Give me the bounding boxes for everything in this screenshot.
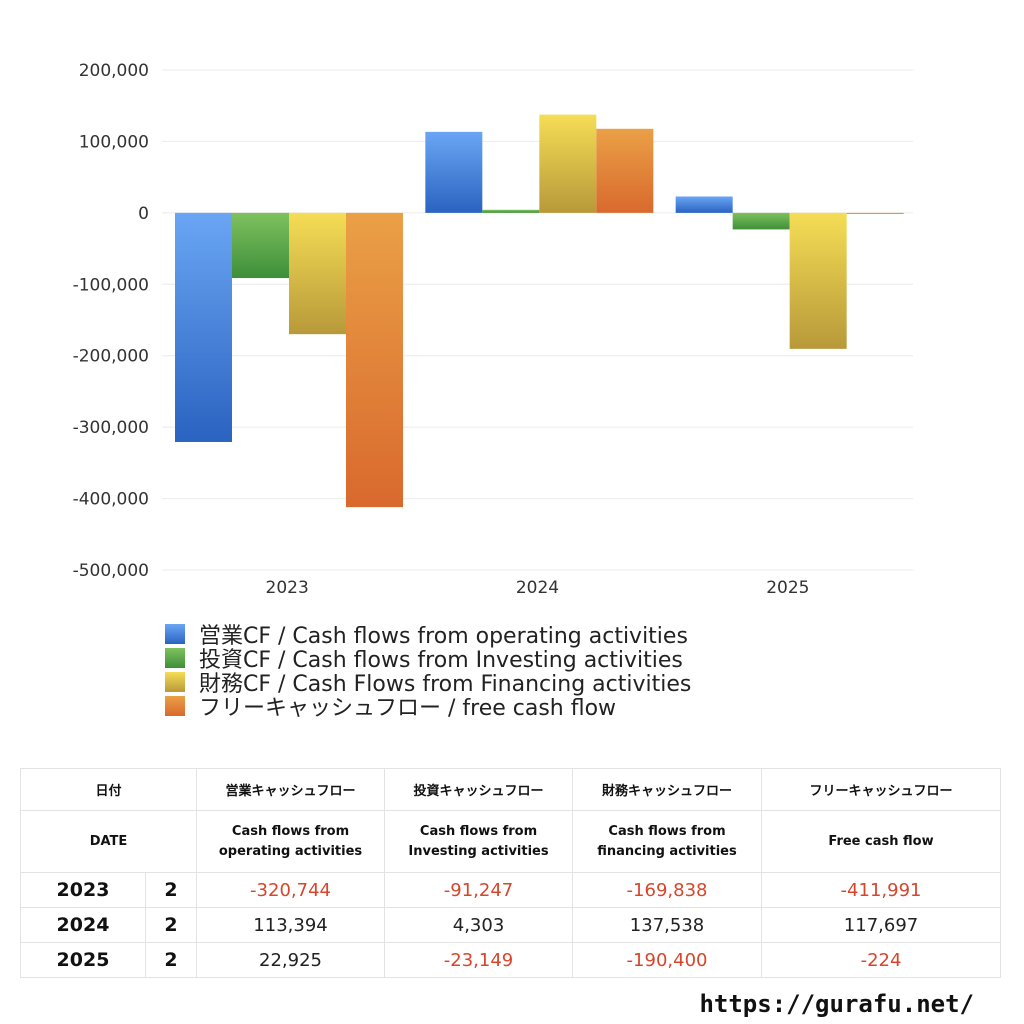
table-cell: -224 bbox=[761, 942, 1002, 978]
table-cell: 22,925 bbox=[196, 942, 386, 978]
bar bbox=[175, 212, 232, 442]
header-line: Cash flows from bbox=[419, 823, 538, 839]
header-line: operating activities bbox=[218, 843, 363, 859]
header-line: financing activities bbox=[597, 843, 737, 859]
column-header: フリーキャッシュフロー bbox=[761, 768, 1002, 811]
y-tick-label: 100,000 bbox=[79, 132, 149, 152]
site-url[interactable]: https://gurafu.net/ bbox=[699, 990, 974, 1018]
table-header-en: DATE Cash flows from operating activities C… bbox=[19, 810, 1002, 873]
table-cell: -190,400 bbox=[572, 942, 763, 978]
legend-item: 投資CF / Cash flows from Investing activit… bbox=[165, 646, 691, 673]
bar bbox=[789, 212, 847, 349]
legend-label: フリーキャッシュフロー / free cash flow bbox=[199, 696, 617, 721]
bar bbox=[675, 196, 733, 213]
row-date: 2024 bbox=[20, 907, 146, 943]
column-header: 投資キャッシュフロー bbox=[384, 768, 574, 811]
column-header-en: Cash flows from Investing activities bbox=[384, 810, 574, 873]
legend-label: 財務CF / Cash Flows from Financing activit… bbox=[199, 672, 692, 697]
row-date: 2023 bbox=[20, 872, 146, 908]
header-line: Cash flows from bbox=[608, 823, 726, 839]
y-tick-label: -200,000 bbox=[73, 347, 149, 367]
table-row: 2025 2 22,925 -23,149 -190,400 -224 bbox=[20, 942, 1002, 978]
y-tick-label: -400,000 bbox=[73, 490, 149, 510]
column-header-en: Cash flows from financing activities bbox=[572, 810, 763, 873]
header-line: DATE bbox=[89, 833, 128, 849]
chart-legend: 営業CF / Cash flows from operating activit… bbox=[165, 622, 691, 721]
table-cell: 117,697 bbox=[761, 907, 1002, 943]
column-header-en: Free cash flow bbox=[761, 810, 1002, 873]
x-tick-label: 2025 bbox=[766, 578, 809, 598]
table-cell: 137,538 bbox=[572, 907, 763, 943]
bar bbox=[482, 209, 540, 213]
bar bbox=[289, 212, 346, 335]
column-header-en: Cash flows from operating activities bbox=[196, 810, 386, 873]
legend-item: 財務CF / Cash Flows from Financing activit… bbox=[165, 670, 691, 697]
header-line: Investing activities bbox=[408, 843, 549, 859]
row-quarter: 2 bbox=[144, 942, 198, 978]
bars bbox=[175, 114, 904, 508]
legend-item: 営業CF / Cash flows from operating activit… bbox=[165, 622, 691, 649]
table-row: 2023 2 -320,744 -91,247 -169,838 -411,991 bbox=[20, 872, 1002, 908]
date-header-en: DATE bbox=[19, 810, 198, 873]
legend-label: 投資CF / Cash flows from Investing activit… bbox=[199, 648, 683, 673]
x-axis-ticks: 2023 2024 2025 bbox=[266, 578, 810, 598]
table-cell: -411,991 bbox=[761, 872, 1002, 908]
bar bbox=[425, 131, 483, 213]
legend-label: 営業CF / Cash flows from operating activit… bbox=[199, 624, 688, 649]
x-tick-label: 2024 bbox=[516, 578, 559, 598]
legend-swatch bbox=[165, 696, 185, 716]
bar bbox=[596, 128, 654, 213]
cash-flow-table: 日付 営業キャッシュフロー 投資キャッシュフロー 財務キャッシュフロー フリーキャッシュ… bbox=[19, 768, 1002, 978]
y-axis-ticks: 200,000 100,000 0 -100,000 -200,000 -300,000 -… bbox=[73, 61, 149, 581]
date-header: 日付 bbox=[19, 768, 198, 811]
table-cell: -91,247 bbox=[384, 872, 574, 908]
bar bbox=[846, 212, 904, 214]
bar bbox=[732, 212, 790, 230]
bar bbox=[539, 114, 597, 213]
row-date: 2025 bbox=[20, 942, 146, 978]
y-tick-label: -500,000 bbox=[73, 561, 149, 581]
y-tick-label: 200,000 bbox=[79, 61, 149, 81]
table-row: 2024 2 113,394 4,303 137,538 117,697 bbox=[20, 907, 1002, 943]
y-tick-label: -100,000 bbox=[73, 275, 149, 295]
table-cell: 113,394 bbox=[196, 907, 386, 943]
table-cell: -23,149 bbox=[384, 942, 574, 978]
column-header: 財務キャッシュフロー bbox=[572, 768, 763, 811]
legend-swatch bbox=[165, 648, 185, 668]
table-cell: -169,838 bbox=[572, 872, 763, 908]
header-line: Free cash flow bbox=[828, 833, 934, 849]
cash-flow-bar-chart: 200,000 100,000 0 -100,000 -200,000 -300,000 -… bbox=[73, 61, 913, 598]
y-tick-label: 0 bbox=[138, 204, 149, 224]
bar bbox=[232, 212, 289, 279]
x-tick-label: 2023 bbox=[266, 578, 309, 598]
legend-item: フリーキャッシュフロー / free cash flow bbox=[165, 694, 691, 721]
header-line: Cash flows from bbox=[231, 823, 350, 839]
table-cell: 4,303 bbox=[384, 907, 574, 943]
row-quarter: 2 bbox=[144, 907, 198, 943]
table-cell: -320,744 bbox=[196, 872, 386, 908]
table-header-ja: 日付 営業キャッシュフロー 投資キャッシュフロー 財務キャッシュフロー フリーキャッシュ… bbox=[19, 768, 1002, 811]
legend-swatch bbox=[165, 624, 185, 644]
y-tick-label: -300,000 bbox=[73, 418, 149, 438]
legend-swatch bbox=[165, 672, 185, 692]
row-quarter: 2 bbox=[144, 872, 198, 908]
column-header: 営業キャッシュフロー bbox=[196, 768, 386, 811]
bar bbox=[346, 212, 403, 508]
